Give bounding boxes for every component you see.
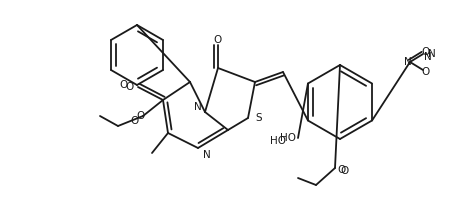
- Text: N: N: [423, 52, 431, 62]
- Text: O: O: [131, 116, 139, 126]
- Text: O: O: [213, 35, 222, 45]
- Text: HO: HO: [279, 133, 295, 143]
- Text: N: N: [427, 49, 435, 59]
- Text: N: N: [194, 102, 201, 112]
- Text: O: O: [421, 47, 429, 57]
- Text: N: N: [203, 150, 210, 160]
- Text: S: S: [255, 113, 261, 123]
- Text: N: N: [403, 57, 411, 67]
- Text: O: O: [339, 166, 348, 176]
- Text: O: O: [137, 111, 145, 121]
- Text: O: O: [125, 82, 134, 92]
- Text: O: O: [119, 80, 128, 90]
- Text: O: O: [421, 67, 429, 77]
- Text: O: O: [336, 165, 344, 175]
- Text: HO: HO: [269, 136, 285, 146]
